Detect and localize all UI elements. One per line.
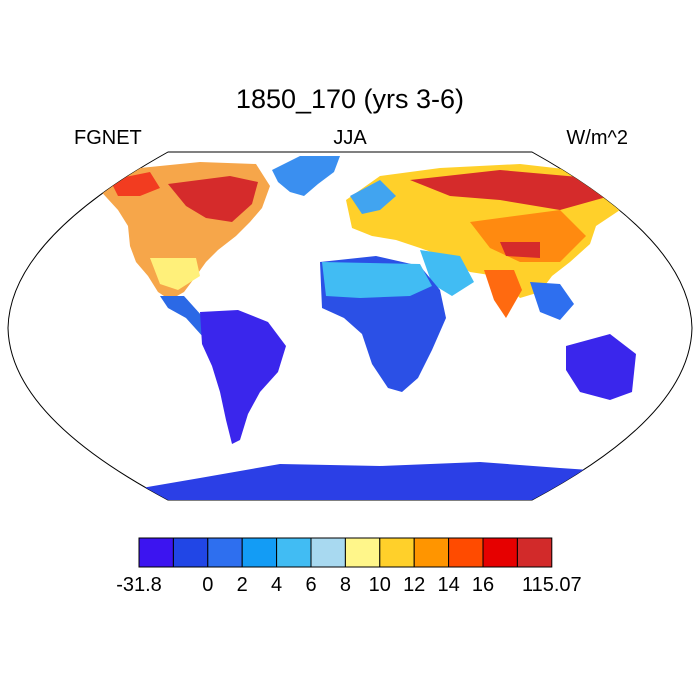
- colorbar-swatch: [344, 537, 381, 568]
- field-label: FGNET: [74, 127, 142, 149]
- colorbar-swatch: [413, 537, 450, 568]
- season-label: JJA: [333, 127, 367, 149]
- map-title: 1850_170 (yrs 3-6): [235, 84, 465, 114]
- colorbar-tick-label: -31.8: [116, 574, 162, 596]
- canada-core: [168, 176, 258, 222]
- australia: [566, 334, 636, 400]
- colorbar-swatch: [448, 537, 484, 568]
- colorbar-swatch: [207, 537, 243, 568]
- colorbar-tick-label: 12: [403, 574, 426, 596]
- tibet-core: [500, 242, 540, 258]
- colorbar-swatch: [310, 537, 346, 568]
- greenland: [272, 156, 340, 196]
- colorbar-swatch: [516, 537, 553, 568]
- colorbar-swatch: [138, 537, 174, 568]
- units-label: W/m^2: [566, 127, 628, 149]
- colorbar-swatch: [482, 537, 518, 568]
- central-asia-hot: [470, 210, 586, 262]
- colorbar-swatch: [379, 537, 415, 568]
- india: [484, 270, 522, 318]
- siberia-core: [410, 170, 610, 210]
- colorbar-swatch: [276, 537, 312, 568]
- us-south: [150, 258, 200, 290]
- southeast-asia: [530, 282, 574, 320]
- colorbar-tick-label: 10: [368, 574, 391, 596]
- colorbar-tick-label: 16: [471, 574, 495, 596]
- antarctica: [120, 462, 670, 500]
- colorbar-tick-label: 115.07: [521, 574, 582, 596]
- central-america: [160, 296, 214, 338]
- colorbar-swatch: [241, 537, 278, 568]
- colorbar-tick-label: 14: [437, 574, 460, 596]
- colorbar-tick-label: 0: [202, 574, 214, 596]
- colorbar-tick-label: 4: [271, 574, 283, 596]
- colorbar-tick-label: 2: [236, 574, 248, 596]
- south-america: [200, 310, 286, 444]
- colorbar-tick-label: 8: [339, 574, 351, 596]
- scandinavia: [350, 180, 396, 214]
- colorbar-tick-label: 6: [305, 574, 317, 596]
- sahara: [322, 262, 432, 298]
- colorbar-swatch: [172, 537, 209, 568]
